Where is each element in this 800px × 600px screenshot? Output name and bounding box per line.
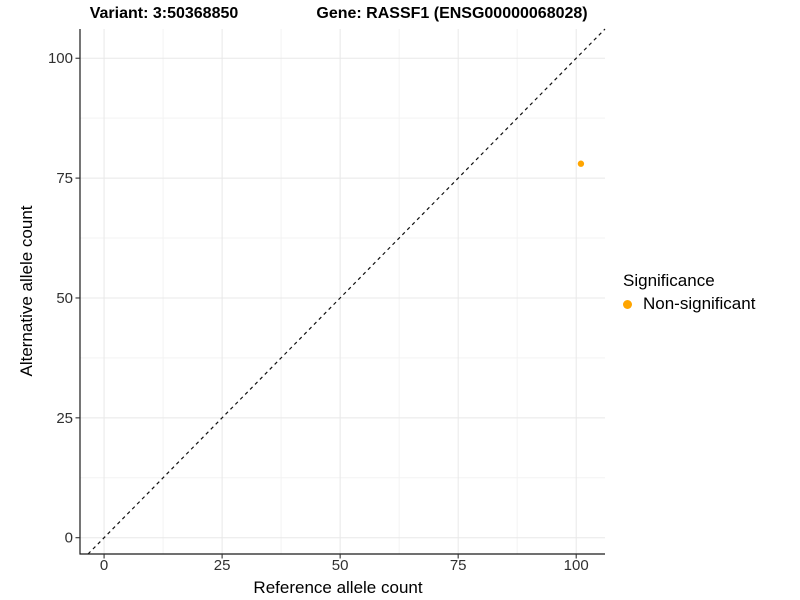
plot-title-gene: Gene: RASSF1 (ENSG00000068028) [316,5,588,22]
legend-title: Significance [623,271,715,290]
legend-key [619,296,636,313]
x-axis-title: Reference allele count [253,578,423,597]
x-tick-label: 100 [564,557,589,574]
y-tick-label: 50 [56,290,73,307]
x-tick-label: 50 [332,557,349,574]
legend-item-non-significant: Non-significant [619,294,755,314]
y-axis-title: Alternative allele count [17,205,36,377]
y-tick-label: 0 [65,530,73,547]
y-tick-label: 100 [48,50,73,67]
legend-item-label: Non-significant [643,294,756,313]
legend-point-icon [623,299,632,309]
data-point [577,160,585,167]
y-tick-label: 25 [56,410,73,427]
x-tick-label: 75 [450,557,467,574]
x-tick-label: 25 [214,557,231,574]
y-tick-label: 75 [56,170,73,187]
plot-title-variant: Variant: 3:50368850 [89,5,239,22]
legend: Significance Non-significant [619,272,755,314]
x-tick-label: 0 [100,557,108,574]
identity-line [87,28,606,555]
